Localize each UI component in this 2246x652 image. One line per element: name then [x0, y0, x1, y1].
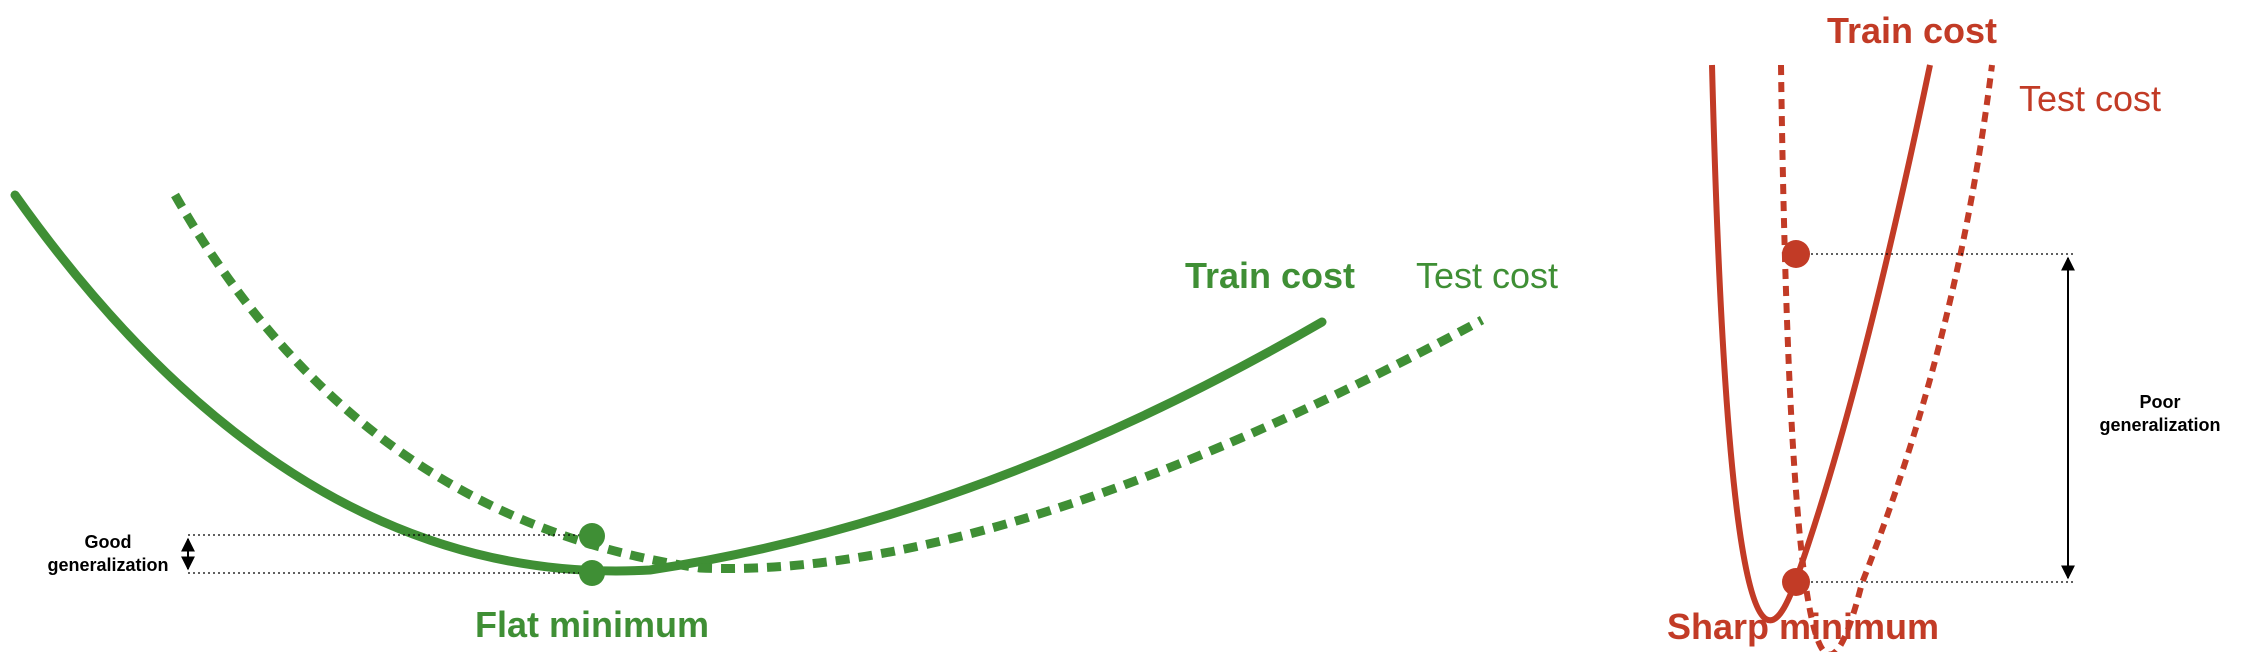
sharp-train-cost-label: Train cost [1827, 10, 1997, 51]
flat-test-cost-curve [171, 192, 1485, 574]
flat-minimum-label: Flat minimum [475, 604, 709, 645]
poor-generalization-label-line1: Poor [2139, 392, 2180, 412]
good-generalization-label-line2: generalization [47, 555, 168, 575]
flat-minimum-panel: Train cost Test cost Flat minimum Good g… [10, 190, 1558, 645]
sharp-test-cost-label: Test cost [2019, 78, 2161, 119]
sharp-minimum-panel: Train cost Test cost Sharp minimum Poor … [1667, 10, 2221, 652]
poor-generalization-label-line2: generalization [2099, 415, 2220, 435]
sharp-train-cost-curve [1709, 64, 1933, 624]
flat-test-cost-label: Test cost [1416, 255, 1558, 296]
flat-train-cost-curve [10, 190, 1327, 576]
flat-test-cost-point [579, 523, 605, 549]
flat-train-cost-point [579, 560, 605, 586]
sharp-test-cost-point [1782, 240, 1810, 268]
sharp-test-cost-curve [1778, 64, 1995, 652]
flat-train-cost-label: Train cost [1185, 255, 1355, 296]
sharp-train-cost-point [1782, 568, 1810, 596]
good-generalization-label-line1: Good [85, 532, 132, 552]
sharp-minimum-label: Sharp minimum [1667, 606, 1939, 647]
